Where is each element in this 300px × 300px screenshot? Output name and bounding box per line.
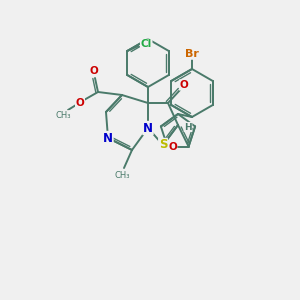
Text: O: O — [180, 80, 188, 90]
Text: H: H — [184, 122, 192, 131]
Text: CH₃: CH₃ — [55, 110, 71, 119]
Text: S: S — [159, 139, 167, 152]
Text: O: O — [76, 98, 84, 108]
Text: CH₃: CH₃ — [114, 172, 130, 181]
Text: O: O — [168, 142, 177, 152]
Text: O: O — [90, 66, 98, 76]
Text: Br: Br — [185, 49, 199, 59]
Text: N: N — [143, 122, 153, 134]
Text: N: N — [103, 131, 113, 145]
Text: Cl: Cl — [141, 39, 152, 49]
